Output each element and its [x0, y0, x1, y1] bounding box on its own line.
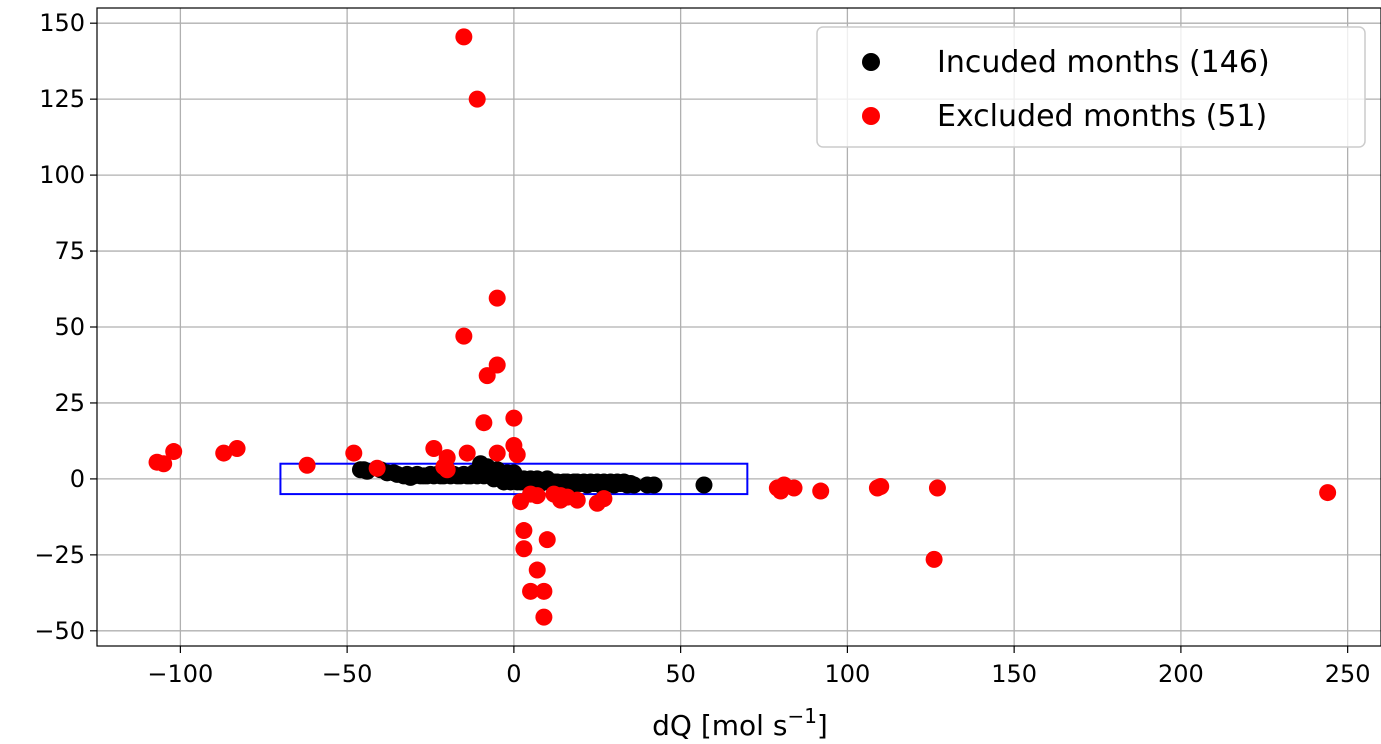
x-tick-label: 100	[824, 660, 870, 688]
y-tick-label: 0	[70, 465, 85, 493]
excluded-point	[785, 479, 803, 497]
excluded-point	[522, 485, 540, 503]
excluded-point	[475, 414, 493, 432]
legend-marker-included	[862, 53, 880, 71]
excluded-point	[522, 582, 540, 600]
x-tick-label: 50	[665, 660, 696, 688]
excluded-point	[568, 491, 586, 509]
x-tick-label: 250	[1325, 660, 1371, 688]
excluded-point	[1319, 484, 1337, 502]
included-point	[625, 476, 643, 494]
excluded-point	[928, 479, 946, 497]
excluded-point	[458, 444, 476, 462]
excluded-point	[215, 444, 233, 462]
excluded-point	[552, 487, 570, 505]
excluded-point	[812, 482, 830, 500]
excluded-point	[455, 327, 473, 345]
included-point	[645, 476, 663, 494]
excluded-point	[298, 456, 316, 474]
legend: Incuded months (146) Excluded months (51…	[816, 26, 1366, 148]
y-tick-label: −25	[34, 541, 85, 569]
included-point	[385, 464, 403, 482]
y-tick-label: 50	[54, 313, 85, 341]
legend-label-included: Incuded months (146)	[937, 45, 1270, 80]
legend-label-excluded: Excluded months (51)	[937, 99, 1267, 134]
excluded-point	[508, 446, 526, 464]
excluded-point	[455, 28, 473, 46]
excluded-point	[925, 550, 943, 568]
excluded-point	[468, 90, 486, 108]
x-tick-label: −50	[322, 660, 373, 688]
excluded-point	[538, 531, 556, 549]
excluded-point	[345, 444, 363, 462]
excluded-point	[515, 540, 533, 558]
excluded-point	[148, 453, 166, 471]
y-tick-label: 25	[54, 389, 85, 417]
x-tick-label: 0	[506, 660, 521, 688]
y-tick-label: 125	[39, 85, 85, 113]
excluded-point	[165, 443, 183, 461]
x-tick-label: −100	[147, 660, 213, 688]
selection-box-layer	[279, 462, 749, 496]
y-tick-label: 150	[39, 9, 85, 37]
excluded-point	[505, 409, 523, 427]
y-tick-label: −50	[34, 617, 85, 645]
excluded-point	[872, 478, 890, 495]
excluded-point	[488, 356, 506, 374]
excluded-point	[228, 440, 246, 458]
excluded-point	[528, 561, 546, 579]
y-tick-label: 100	[39, 161, 85, 189]
y-tick-label: 75	[54, 237, 85, 265]
legend-marker-excluded	[862, 107, 880, 125]
excluded-point	[488, 444, 506, 462]
y-axis-ticks: −50 −25 0 25 50 75 100 125 150	[34, 9, 97, 645]
legend-frame	[816, 26, 1366, 148]
selection-box	[279, 462, 749, 496]
excluded-point	[425, 440, 443, 458]
x-tick-label: 150	[991, 660, 1037, 688]
excluded-point	[535, 608, 553, 626]
excluded-point	[515, 522, 533, 540]
excluded-point	[595, 490, 613, 508]
x-axis-title: dQ [mol s−1]	[652, 704, 828, 742]
excluded-point	[488, 289, 506, 307]
excluded-point	[368, 459, 386, 477]
excluded-point	[478, 367, 496, 385]
excluded-point	[435, 458, 453, 476]
excluded-point	[535, 582, 553, 600]
included-point	[695, 476, 713, 494]
data-points	[148, 28, 1337, 626]
x-tick-label: 200	[1158, 660, 1204, 688]
x-axis-ticks: −100 −50 0 50 100 150 200 250	[147, 646, 1371, 688]
